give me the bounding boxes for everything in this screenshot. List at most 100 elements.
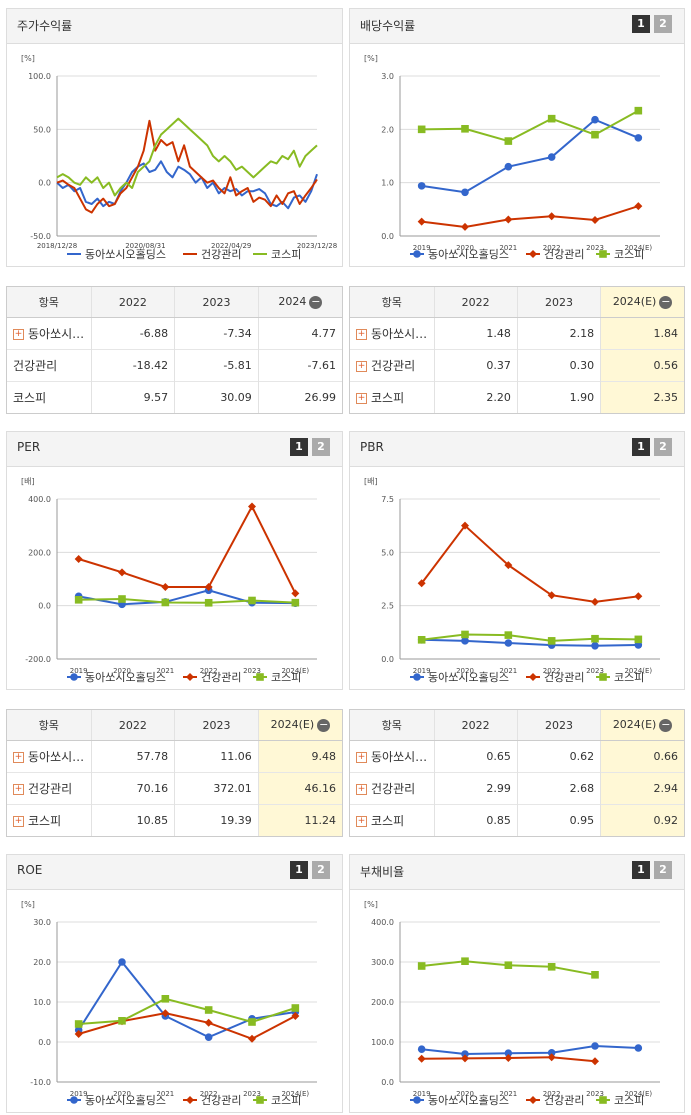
expand-icon[interactable]: + xyxy=(13,784,24,795)
data-point xyxy=(417,579,426,588)
x-tick-label: 2020 xyxy=(456,667,474,675)
row-label: 건강관리 xyxy=(13,359,58,373)
value-cell: 0.92 xyxy=(600,804,684,836)
value-cell: 0.62 xyxy=(516,740,601,773)
collapse-icon[interactable]: − xyxy=(309,294,323,309)
expand-icon[interactable]: + xyxy=(356,329,367,340)
x-tick-label: 2019 xyxy=(70,667,88,675)
legend-marker xyxy=(599,1096,607,1104)
value-cell: -6.88 xyxy=(90,317,175,350)
y-tick-label: 300.0 xyxy=(371,958,394,967)
value-cell: 11.06 xyxy=(174,740,259,773)
data-point xyxy=(118,1017,126,1025)
page-1-button[interactable]: 1 xyxy=(632,438,650,456)
value-cell: 2.68 xyxy=(516,772,601,805)
column-header: 항목 xyxy=(7,287,91,318)
page-2-button[interactable]: 2 xyxy=(654,438,672,456)
value-cell: 10.85 xyxy=(90,804,175,836)
legend-marker xyxy=(70,673,78,681)
table-row: + 동아쏘시… -6.88 -7.34 4.77 xyxy=(7,317,342,350)
legend-marker xyxy=(256,1096,264,1104)
x-tick-label: 2019 xyxy=(413,244,431,252)
value-cell: 2.94 xyxy=(600,772,684,805)
row-label: 동아쏘시… xyxy=(371,750,428,764)
table-row: + 건강관리 2.99 2.68 2.94 xyxy=(350,772,684,805)
y-tick-label: 3.0 xyxy=(381,72,394,81)
expand-icon[interactable]: + xyxy=(356,361,367,372)
value-cell: 2.35 xyxy=(600,381,684,413)
data-point xyxy=(118,568,126,577)
page-1-button[interactable]: 1 xyxy=(290,861,308,879)
column-header-label: 2023 xyxy=(544,295,573,309)
legend-label: 건강관리 xyxy=(544,248,584,261)
data-point xyxy=(204,598,213,607)
y-tick-label: 2.0 xyxy=(381,125,394,134)
row-label-cell: 건강관리 xyxy=(7,349,91,382)
expand-icon[interactable]: + xyxy=(356,784,367,795)
page-2-button[interactable]: 2 xyxy=(312,438,330,456)
page-1-button[interactable]: 1 xyxy=(632,15,650,33)
y-tick-label: 5.0 xyxy=(381,548,394,557)
data-point xyxy=(74,1020,83,1028)
page-1-button[interactable]: 1 xyxy=(290,438,308,456)
x-tick-label: 2022 xyxy=(543,667,561,675)
legend-marker xyxy=(413,250,421,258)
expand-icon[interactable]: + xyxy=(13,816,24,827)
x-tick-label: 2023 xyxy=(586,667,604,675)
expand-icon[interactable]: + xyxy=(356,393,367,404)
page-2-button[interactable]: 2 xyxy=(654,861,672,879)
column-header: 2024− xyxy=(257,287,342,318)
value-cell: -18.42 xyxy=(90,349,175,382)
data-point xyxy=(634,1044,643,1052)
x-tick-label: 2024(E) xyxy=(624,244,652,252)
column-header-label: 2023 xyxy=(202,718,231,732)
x-tick-label: 2022/04/29 xyxy=(211,242,251,250)
row-label-cell: + 코스피 xyxy=(7,804,91,836)
legend-label: 동아쏘시오홀딩스 xyxy=(428,671,509,684)
y-tick-label: 100.0 xyxy=(371,1038,394,1047)
column-header-label: 2024 xyxy=(278,295,307,309)
x-tick-label: 2021 xyxy=(499,244,517,252)
panel-title: 배당수익률 xyxy=(360,19,416,33)
expand-icon[interactable]: + xyxy=(13,329,24,340)
x-tick-label: 2019 xyxy=(413,1090,431,1098)
value-cell: 9.57 xyxy=(90,381,175,413)
value-cell: 0.37 xyxy=(433,349,518,382)
data-point xyxy=(591,1057,599,1066)
y-tick-label: 0.0 xyxy=(381,1078,394,1087)
x-tick-label: 2023/12/28 xyxy=(297,242,337,250)
expand-icon[interactable]: + xyxy=(356,752,367,763)
collapse-icon[interactable]: − xyxy=(659,294,673,309)
page-2-button[interactable]: 2 xyxy=(654,15,672,33)
x-tick-label: 2019 xyxy=(70,1090,88,1098)
data-point xyxy=(504,961,513,969)
column-header-label: 2024(E) xyxy=(270,718,315,732)
column-header: 2024(E) − xyxy=(600,710,684,741)
data-point xyxy=(547,1049,556,1057)
page-1-button[interactable]: 1 xyxy=(632,861,650,879)
value-cell: 372.01 xyxy=(174,772,259,805)
value-cell: 0.95 xyxy=(516,804,601,836)
collapse-icon[interactable]: − xyxy=(317,717,331,732)
series-line xyxy=(78,997,296,1025)
value-cell: 70.16 xyxy=(90,772,175,805)
expand-icon[interactable]: + xyxy=(356,816,367,827)
legend-label: 코스피 xyxy=(271,671,301,684)
row-label: 건강관리 xyxy=(28,782,73,796)
legend-label: 코스피 xyxy=(614,1094,644,1107)
x-tick-label: 2020/08/31 xyxy=(125,242,165,250)
legend-label: 코스피 xyxy=(271,1094,301,1107)
y-unit-label: [%] xyxy=(21,900,35,909)
page-2-button[interactable]: 2 xyxy=(312,861,330,879)
data-table: 항목 2022 2023 2024(E) − + 동아쏘시… 0.65 0.62 0.66 + 건강관… xyxy=(350,710,684,836)
expand-icon[interactable]: + xyxy=(13,752,24,763)
collapse-icon[interactable]: − xyxy=(659,717,673,732)
x-tick-label: 2024(E) xyxy=(281,667,309,675)
data-point xyxy=(74,555,83,563)
data-point xyxy=(118,958,126,966)
data-table: 항목 2022 2023 2024(E) − + 동아쏘시… 1.48 2.18 1.84 + 건강관… xyxy=(350,287,684,413)
x-tick-label: 2020 xyxy=(456,1090,474,1098)
